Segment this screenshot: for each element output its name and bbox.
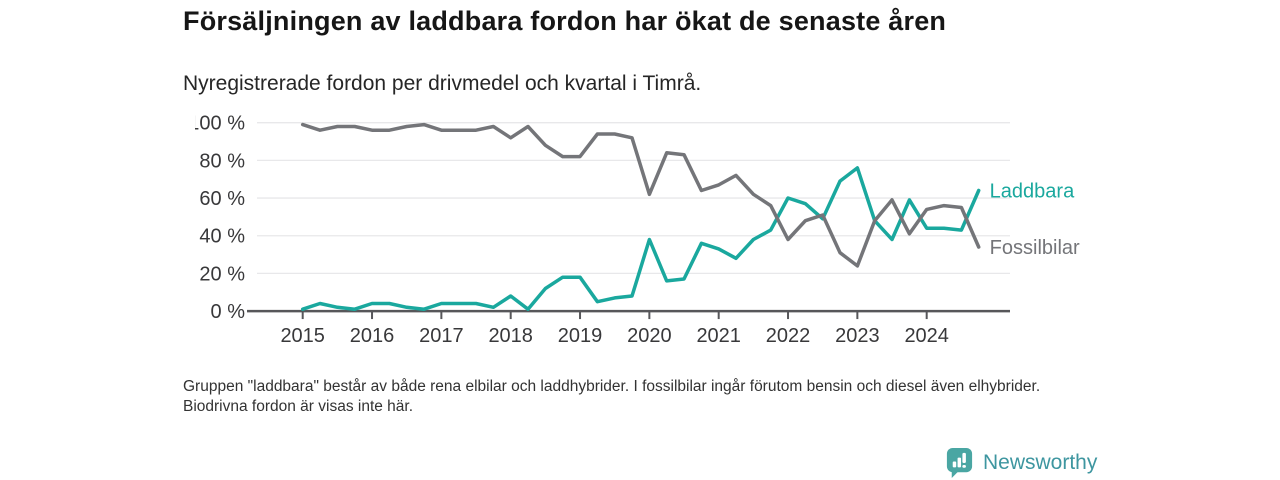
y-axis-label: 40 % <box>199 226 245 248</box>
x-axis-label: 2024 <box>904 325 949 345</box>
fossilbilar-line <box>300 122 981 268</box>
x-axis-label: 2016 <box>350 325 395 345</box>
newsworthy-bar-chart-pin-icon <box>946 447 973 478</box>
x-axis-label: 2018 <box>488 325 533 345</box>
x-axis-label: 2017 <box>419 325 464 345</box>
series-label-laddbara: Laddbara <box>990 181 1075 203</box>
y-axis-label: 20 % <box>199 263 245 285</box>
newsworthy-logo: Newsworthy <box>944 446 1097 479</box>
page-title: Försäljningen av laddbara fordon har öka… <box>183 6 947 36</box>
y-axis-label: 60 % <box>199 188 245 210</box>
x-axis-label: 2020 <box>627 325 672 345</box>
series-label-fossilbilar: Fossilbilar <box>990 237 1080 259</box>
chart-subtitle: Nyregistrerade fordon per drivmedel och … <box>183 72 702 95</box>
y-axis-label: 0 % <box>211 301 246 323</box>
newsworthy-wordmark: Newsworthy <box>983 450 1098 474</box>
chart-footnote: Gruppen "laddbara" består av både rena e… <box>183 378 1041 415</box>
y-axis-label: 80 % <box>199 150 245 172</box>
x-axis-label: 2019 <box>558 325 603 345</box>
line-chart: 100 % 80 % 60 % 40 % 20 % 0 % 2015 2016 2017 2018… <box>188 110 1090 347</box>
y-axis-label: 100 % <box>195 113 245 135</box>
laddbara-line <box>300 166 981 311</box>
x-axis-label: 2015 <box>280 325 325 345</box>
chart-canvas: 100 % 80 % 60 % 40 % 20 % 0 % 2015 2016 2017 2018… <box>188 113 1080 347</box>
x-axis-label: 2023 <box>835 325 880 345</box>
x-axis-label: 2021 <box>696 325 741 345</box>
x-axis-label: 2022 <box>766 325 811 345</box>
